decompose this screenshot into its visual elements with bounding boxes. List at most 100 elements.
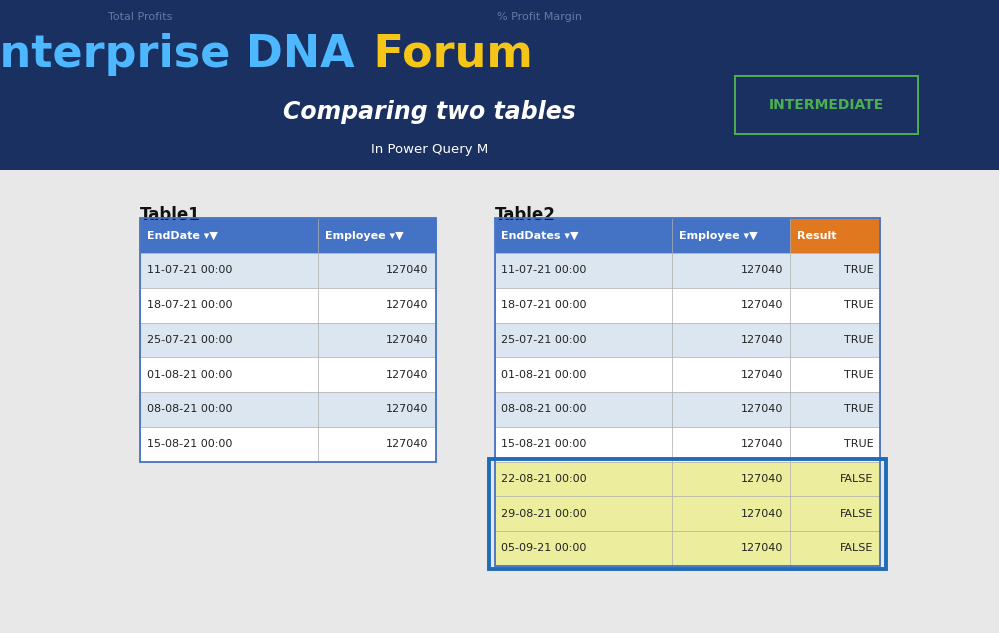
Bar (790, 531, 880, 566)
Bar (140, 357, 318, 392)
Bar (672, 496, 790, 531)
Bar (790, 496, 880, 531)
Text: EndDates ▾▼: EndDates ▾▼ (501, 230, 579, 241)
Text: 22-08-21 00:00: 22-08-21 00:00 (501, 474, 587, 484)
Text: 127040: 127040 (741, 404, 783, 415)
Bar (495, 288, 672, 323)
Bar (672, 427, 790, 461)
Bar (672, 357, 790, 392)
Text: 127040: 127040 (741, 509, 783, 518)
Text: 127040: 127040 (387, 265, 429, 275)
Bar (495, 427, 672, 461)
Bar (672, 253, 790, 288)
Text: 01-08-21 00:00: 01-08-21 00:00 (147, 370, 232, 380)
Text: 127040: 127040 (387, 370, 429, 380)
Bar (790, 392, 880, 427)
Bar (790, 427, 880, 461)
Text: Table2: Table2 (495, 206, 555, 223)
Text: TRUE: TRUE (843, 370, 873, 380)
Text: FALSE: FALSE (840, 474, 873, 484)
Bar (140, 288, 318, 323)
Bar (790, 288, 880, 323)
Bar (140, 323, 318, 357)
Text: 15-08-21 00:00: 15-08-21 00:00 (147, 439, 232, 449)
Text: 29-08-21 00:00: 29-08-21 00:00 (501, 509, 587, 518)
Text: TRUE: TRUE (843, 265, 873, 275)
Text: Employee ▾▼: Employee ▾▼ (679, 230, 758, 241)
Bar (140, 218, 318, 253)
Bar (672, 288, 790, 323)
Bar (495, 496, 672, 531)
Bar (318, 288, 436, 323)
Text: Enterprise DNA: Enterprise DNA (0, 33, 355, 76)
Text: Table1: Table1 (140, 206, 201, 223)
Bar (318, 357, 436, 392)
Bar (140, 427, 318, 461)
Text: 18-07-21 00:00: 18-07-21 00:00 (147, 300, 233, 310)
Bar (672, 461, 790, 496)
Text: Result: Result (797, 230, 837, 241)
Bar (318, 392, 436, 427)
Bar (790, 323, 880, 357)
Text: TRUE: TRUE (843, 335, 873, 345)
Text: 08-08-21 00:00: 08-08-21 00:00 (147, 404, 233, 415)
Text: 127040: 127040 (741, 439, 783, 449)
Bar (790, 461, 880, 496)
Text: 25-07-21 00:00: 25-07-21 00:00 (147, 335, 233, 345)
Text: Comparing two tables: Comparing two tables (283, 100, 576, 124)
Text: 15-08-21 00:00: 15-08-21 00:00 (501, 439, 586, 449)
Text: 127040: 127040 (387, 404, 429, 415)
Text: TRUE: TRUE (843, 300, 873, 310)
Bar (495, 531, 672, 566)
Text: 127040: 127040 (741, 265, 783, 275)
Text: 11-07-21 00:00: 11-07-21 00:00 (501, 265, 586, 275)
Bar (495, 392, 672, 427)
Text: Total Profits: Total Profits (108, 12, 172, 22)
Text: 08-08-21 00:00: 08-08-21 00:00 (501, 404, 587, 415)
Text: 127040: 127040 (387, 300, 429, 310)
Text: 127040: 127040 (741, 335, 783, 345)
Bar (495, 253, 672, 288)
Bar (672, 218, 790, 253)
Bar (318, 427, 436, 461)
Bar (672, 531, 790, 566)
Bar (318, 218, 436, 253)
Bar (318, 323, 436, 357)
Text: 01-08-21 00:00: 01-08-21 00:00 (501, 370, 586, 380)
Bar (495, 461, 672, 496)
Bar (140, 253, 318, 288)
Text: 127040: 127040 (741, 544, 783, 553)
Text: FALSE: FALSE (840, 509, 873, 518)
Bar (790, 357, 880, 392)
Bar (489, 459, 886, 568)
Bar (790, 253, 880, 288)
Text: 25-07-21 00:00: 25-07-21 00:00 (501, 335, 587, 345)
Text: FALSE: FALSE (840, 544, 873, 553)
Text: 127040: 127040 (387, 335, 429, 345)
Text: TRUE: TRUE (843, 439, 873, 449)
Text: 18-07-21 00:00: 18-07-21 00:00 (501, 300, 587, 310)
Bar (495, 357, 672, 392)
Text: EndDate ▾▼: EndDate ▾▼ (147, 230, 218, 241)
Bar (790, 218, 880, 253)
Text: 05-09-21 00:00: 05-09-21 00:00 (501, 544, 586, 553)
Bar (672, 323, 790, 357)
Text: 127040: 127040 (741, 300, 783, 310)
Text: Employee ▾▼: Employee ▾▼ (325, 230, 404, 241)
Text: 11-07-21 00:00: 11-07-21 00:00 (147, 265, 232, 275)
Text: 127040: 127040 (741, 474, 783, 484)
Text: 127040: 127040 (387, 439, 429, 449)
Text: INTERMEDIATE: INTERMEDIATE (769, 97, 884, 112)
Text: Forum: Forum (358, 33, 532, 76)
Bar (495, 218, 672, 253)
Text: In Power Query M: In Power Query M (371, 143, 489, 156)
Bar (495, 323, 672, 357)
Bar (495, 218, 880, 566)
Text: TRUE: TRUE (843, 404, 873, 415)
Bar (140, 218, 436, 461)
Bar (318, 253, 436, 288)
Text: 127040: 127040 (741, 370, 783, 380)
Bar (140, 392, 318, 427)
Text: % Profit Margin: % Profit Margin (497, 12, 582, 22)
Bar (672, 392, 790, 427)
